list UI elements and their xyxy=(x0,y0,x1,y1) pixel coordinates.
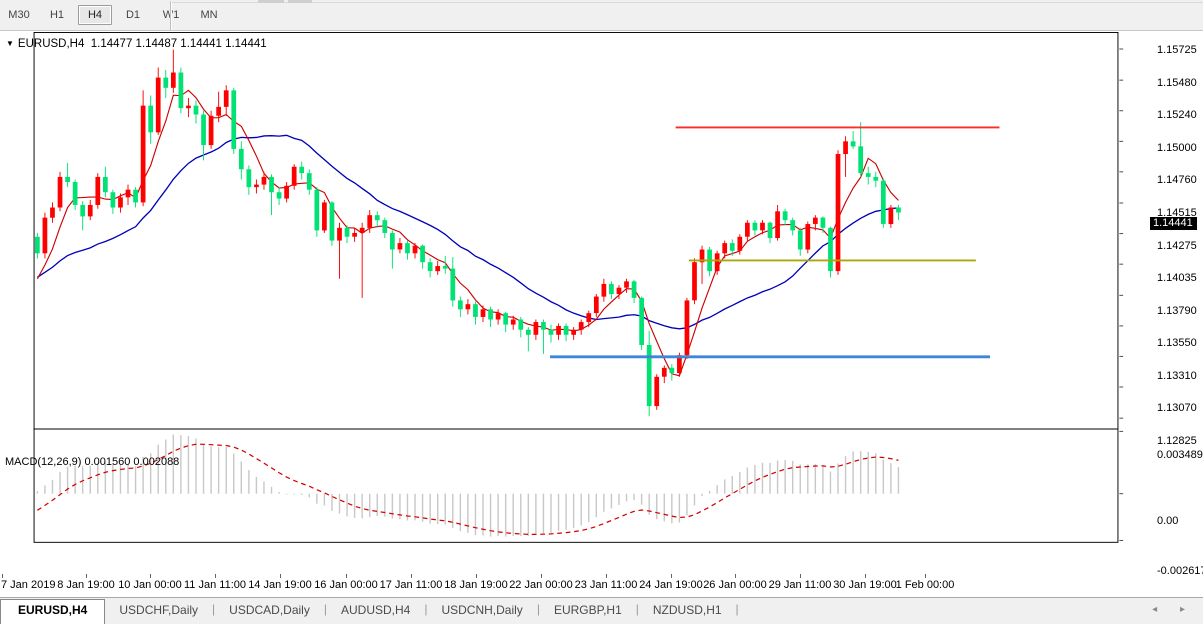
time-tick xyxy=(150,574,151,578)
chart-dropdown-icon[interactable]: ▼ xyxy=(6,39,14,48)
price-axis-label: 1.14515 xyxy=(1157,207,1197,219)
macd-axis-label: 0.00 xyxy=(1157,515,1179,527)
price-axis-label: 1.14035 xyxy=(1157,272,1197,284)
toolbar-separator xyxy=(170,1,171,30)
time-axis-label: 24 Jan 19:00 xyxy=(639,579,703,591)
timeframe-toolbar: M30 H1 H4 D1 W1 MN xyxy=(0,0,1203,31)
tab-scroll-arrows[interactable]: ◂ ▸ xyxy=(1152,604,1195,615)
price-axis-label: 1.12825 xyxy=(1157,435,1197,447)
price-chart[interactable] xyxy=(0,32,1203,573)
time-axis-label: 8 Jan 19:00 xyxy=(57,579,115,591)
price-axis-label: 1.14275 xyxy=(1157,240,1197,252)
time-tick xyxy=(215,574,216,578)
chart-tab-NZDUSD-H1[interactable]: NZDUSD,H1 xyxy=(652,603,722,617)
time-axis-label: 26 Jan 00:00 xyxy=(703,579,767,591)
timeframe-buttons: M30 H1 H4 D1 W1 MN xyxy=(2,5,226,25)
chart-header: ▼ EURUSD,H4 1.14477 1.14487 1.14441 1.144… xyxy=(6,38,267,50)
time-axis-label: 29 Jan 11:00 xyxy=(768,579,832,591)
chart-tab-EURUSD-H4[interactable]: EURUSD,H4 xyxy=(0,599,106,624)
macd-histogram xyxy=(36,434,900,537)
tab-separator: | xyxy=(424,602,428,616)
price-axis-label: 1.13070 xyxy=(1157,402,1197,414)
timeframe-button-D1[interactable]: D1 xyxy=(125,9,141,21)
time-tick xyxy=(280,574,281,578)
chart-symbol-label: EURUSD,H4 xyxy=(17,38,85,50)
macd-signal-line xyxy=(37,443,899,535)
time-tick xyxy=(671,574,672,578)
timeframe-button-M30[interactable]: M30 xyxy=(8,9,30,21)
tab-separator: | xyxy=(536,602,540,616)
time-axis-label: 18 Jan 19:00 xyxy=(444,579,508,591)
tab-separator: | xyxy=(635,602,639,616)
price-axis-label: 1.13310 xyxy=(1157,370,1197,382)
time-axis-label: 30 Jan 19:00 xyxy=(833,579,897,591)
macd-axis-label: 0.003489 xyxy=(1157,449,1203,461)
price-axis-label: 1.15000 xyxy=(1157,142,1197,154)
price-axis-label: 1.14760 xyxy=(1157,174,1197,186)
time-tick xyxy=(411,574,412,578)
chart-tab-EURGBP-H1[interactable]: EURGBP,H1 xyxy=(553,603,622,617)
chart-tab-USDCAD-Daily[interactable]: USDCAD,Daily xyxy=(229,603,310,617)
tab-separator: | xyxy=(735,602,739,616)
time-axis-label: 10 Jan 00:00 xyxy=(118,579,182,591)
time-axis-label: 11 Jan 11:00 xyxy=(184,579,246,591)
tab-separator: | xyxy=(212,602,216,616)
time-tick xyxy=(541,574,542,578)
time-axis[interactable]: 7 Jan 2019 8 Jan 19:00 10 Jan 00:00 11 Jan … xyxy=(0,574,1203,597)
chart-tab-USDCHF-Daily[interactable]: USDCHF,Daily xyxy=(119,603,199,617)
chart-tab-USDCNH-Daily[interactable]: USDCNH,Daily xyxy=(441,603,523,617)
chart-tab-bar: EURUSD,H4 USDCHF,Daily | USDCAD,Daily | AUDUS… xyxy=(0,597,1203,624)
time-axis-label: 22 Jan 00:00 xyxy=(509,579,573,591)
time-axis-label: 23 Jan 11:00 xyxy=(574,579,638,591)
price-axis-label: 1.15725 xyxy=(1157,44,1197,56)
price-axis-label: 1.15480 xyxy=(1157,77,1197,89)
timeframe-button-H1[interactable]: H1 xyxy=(49,9,65,21)
price-axis-label: 1.13550 xyxy=(1157,337,1197,349)
toolbar-remnant xyxy=(258,0,284,3)
toolbar-remnant xyxy=(288,0,312,3)
timeframe-button-MN[interactable]: MN xyxy=(200,9,218,21)
time-axis-label: 1 Feb 00:00 xyxy=(895,579,955,591)
price-axis-label: 1.15240 xyxy=(1157,109,1197,121)
time-tick xyxy=(925,574,926,578)
chart-border xyxy=(33,32,1119,543)
price-axis[interactable]: 1.14441 1.15725 1.15480 1.15240 1.15000 1.14… xyxy=(1149,32,1203,577)
price-axis-label: 1.13790 xyxy=(1157,305,1197,317)
time-tick xyxy=(2,574,3,578)
macd-indicator-label: MACD(12,26,9) 0.001560 0.002088 xyxy=(5,456,180,468)
time-tick xyxy=(735,574,736,578)
time-axis-label: 7 Jan 2019 xyxy=(1,579,56,591)
time-tick xyxy=(800,574,801,578)
time-axis-label: 17 Jan 11:00 xyxy=(379,579,443,591)
time-tick xyxy=(476,574,477,578)
toolbar-top-divider xyxy=(170,2,1203,3)
time-tick xyxy=(865,574,866,578)
tab-separator: | xyxy=(323,602,327,616)
time-tick xyxy=(606,574,607,578)
candles-layer xyxy=(35,49,901,417)
timeframe-button-H4[interactable]: H4 xyxy=(78,5,112,25)
time-tick xyxy=(346,574,347,578)
slow-ma-line xyxy=(37,134,899,330)
time-axis-label: 14 Jan 19:00 xyxy=(248,579,312,591)
time-tick xyxy=(86,574,87,578)
macd-indicator-values: 0.001560 0.002088 xyxy=(84,456,180,468)
time-axis-label: 16 Jan 00:00 xyxy=(314,579,378,591)
timeframe-button-W1[interactable]: W1 xyxy=(162,9,180,21)
chart-ohlc-values: 1.14477 1.14487 1.14441 1.14441 xyxy=(90,38,267,50)
chart-tab-AUDUSD-H4[interactable]: AUDUSD,H4 xyxy=(340,603,411,617)
current-price-badge: 1.14441 xyxy=(1150,217,1197,230)
